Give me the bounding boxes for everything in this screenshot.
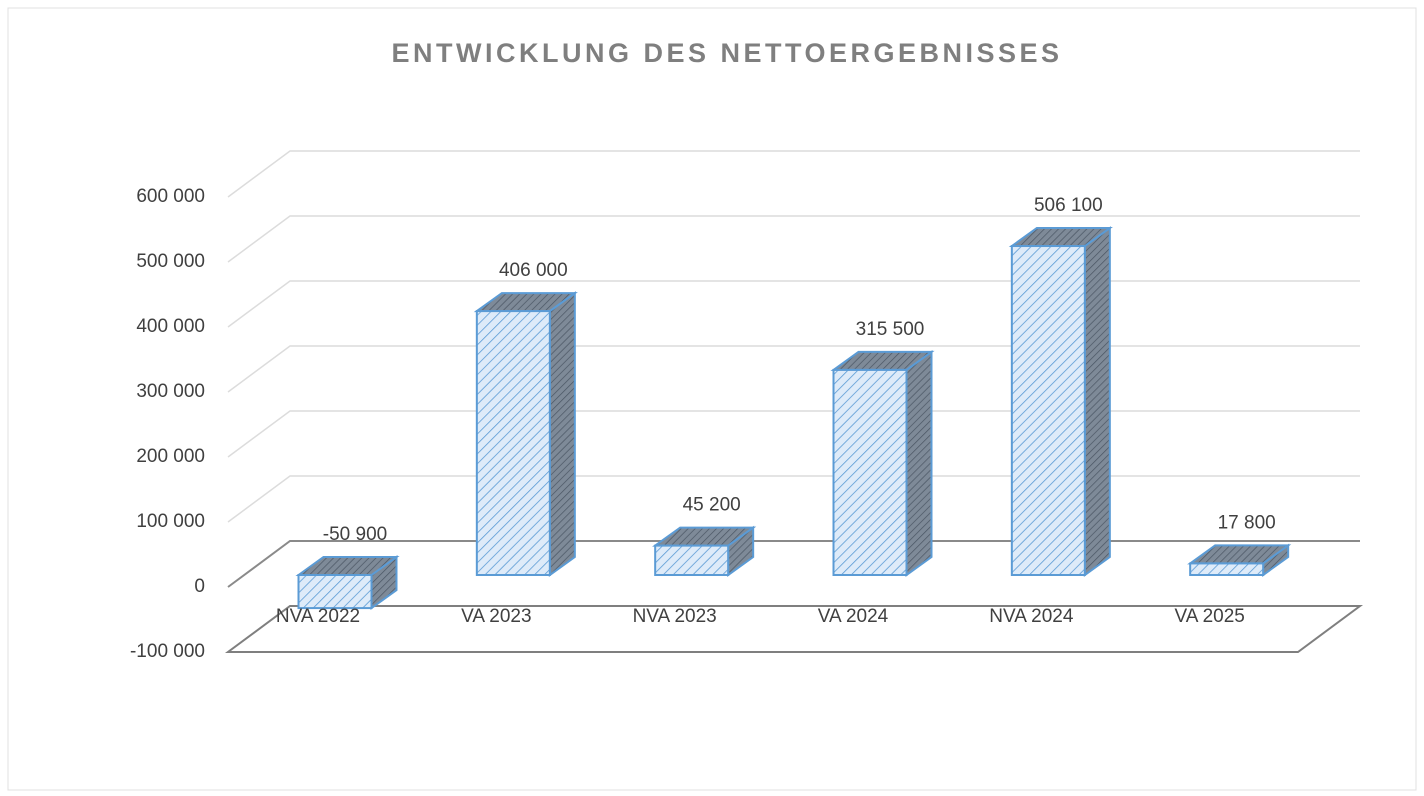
chart-title: ENTWICKLUNG DES NETTOERGEBNISSES xyxy=(391,38,1062,68)
bar-front xyxy=(832,368,908,576)
y-tick-label: 400 000 xyxy=(136,316,205,337)
bar xyxy=(473,291,578,577)
floor xyxy=(224,605,1364,653)
grid-line xyxy=(227,475,1360,523)
data-label: 315 500 xyxy=(856,319,925,340)
x-tick-label: NVA 2024 xyxy=(989,606,1074,627)
grid-line xyxy=(227,215,1360,263)
grid-line xyxy=(227,150,1360,198)
grid-line xyxy=(227,280,1360,328)
y-tick-label: 200 000 xyxy=(136,446,205,467)
chart-frame xyxy=(7,7,1417,791)
bar xyxy=(830,349,935,577)
y-tick-label: 600 000 xyxy=(136,186,205,207)
x-tick-label: NVA 2023 xyxy=(633,606,717,627)
bar-front xyxy=(297,574,373,610)
y-tick-label: 0 xyxy=(194,576,205,597)
grid-line xyxy=(227,540,1360,588)
data-label: 506 100 xyxy=(1034,195,1103,216)
y-tick-label: 300 000 xyxy=(136,381,205,402)
data-label: 45 200 xyxy=(683,495,741,516)
x-tick-label: NVA 2022 xyxy=(276,606,360,627)
y-tick-label: 100 000 xyxy=(136,511,205,532)
x-tick-label: VA 2024 xyxy=(818,606,889,627)
bar xyxy=(295,555,400,611)
bar-front xyxy=(654,544,730,576)
bar-side xyxy=(548,291,576,577)
data-label: 17 800 xyxy=(1218,512,1276,533)
grid-line xyxy=(227,410,1360,458)
bar xyxy=(1008,226,1113,577)
bar-side xyxy=(905,349,933,577)
bar xyxy=(652,525,757,577)
data-label: -50 900 xyxy=(323,524,387,545)
bar-side xyxy=(1083,226,1111,577)
x-tick-label: VA 2023 xyxy=(461,606,531,627)
bar-front xyxy=(475,310,551,576)
data-label: 406 000 xyxy=(499,260,568,281)
y-tick-label: 500 000 xyxy=(136,251,205,272)
bar-front xyxy=(1010,245,1086,576)
x-tick-label: VA 2025 xyxy=(1174,606,1244,627)
y-tick-label: -100 000 xyxy=(130,641,205,662)
grid-line xyxy=(227,345,1360,393)
bar xyxy=(1187,543,1292,577)
bar-front xyxy=(1189,562,1265,576)
